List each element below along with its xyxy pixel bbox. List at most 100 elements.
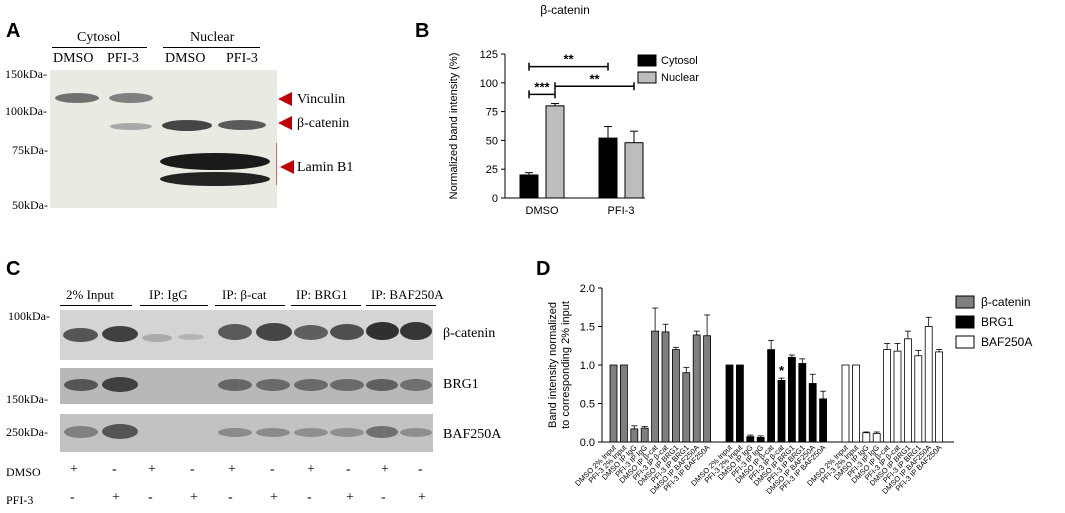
blot-band (102, 377, 138, 392)
group-label-nuclear: Nuclear (190, 30, 235, 45)
column-underline (366, 305, 436, 306)
bar (819, 398, 828, 443)
column-label: 2% Input (66, 287, 115, 302)
bar (924, 326, 933, 443)
panel-d-letter: D (536, 258, 551, 280)
bar (883, 349, 892, 443)
blot-band (256, 379, 290, 391)
y-tick-label: 25 (486, 164, 498, 176)
column-underline (215, 305, 285, 306)
bar (893, 350, 902, 443)
treatment-sign: - (346, 462, 351, 477)
blot-brg1 (60, 368, 433, 404)
bar (598, 137, 618, 199)
bar (545, 105, 565, 199)
treatment-sign: + (270, 490, 278, 505)
treatment-sign: + (190, 490, 198, 505)
legend-swatch (955, 295, 975, 309)
significance-label: ** (589, 71, 600, 86)
column-underline (60, 305, 132, 306)
bar (671, 349, 680, 443)
bar (703, 335, 712, 443)
beta-catenin-band (110, 123, 152, 130)
arrow-icon (278, 92, 292, 106)
blot-band (294, 428, 328, 437)
marker-label: 150kDa- (6, 392, 48, 406)
y-tick-label: 0 (492, 193, 498, 205)
treatment-label-pfi3: PFI-3 (6, 493, 34, 507)
marker-label: 75kDa- (12, 143, 48, 157)
treatment-sign: - (228, 490, 233, 505)
bar (682, 372, 691, 443)
blot-band (366, 426, 398, 438)
significance-label: * (779, 363, 785, 378)
treatment-sign: - (381, 490, 386, 505)
marker-label: 100kDa- (5, 104, 47, 118)
row-label: BAF250A (443, 427, 502, 442)
treatment-sign: - (307, 490, 312, 505)
legend-swatch (637, 71, 657, 84)
blot-band (330, 379, 364, 391)
blot-band (366, 322, 399, 340)
bar (609, 364, 618, 443)
western-blot-a (50, 70, 277, 208)
legend-label: Nuclear (661, 72, 699, 84)
marker-label: 250kDa- (6, 425, 48, 439)
bar (862, 432, 871, 443)
lane-label: PFI-3 (226, 51, 258, 66)
cytosol-underline (52, 47, 147, 48)
blot-band (64, 426, 98, 438)
bar (651, 330, 659, 443)
marker-label: 150kDa- (5, 67, 47, 81)
bar (661, 331, 670, 443)
column-label: IP: β-cat (222, 287, 267, 302)
bar (624, 142, 644, 199)
y-axis-label: Normalized band intensity (%) (448, 53, 460, 200)
column-label: IP: IgG (149, 287, 188, 302)
bar (620, 364, 628, 443)
chart-title: β-catenin (540, 3, 590, 17)
blot-band (218, 428, 252, 437)
legend-swatch (955, 315, 975, 329)
bar (851, 364, 860, 443)
bar (756, 436, 765, 443)
bar (519, 174, 539, 199)
blot-band (256, 428, 290, 437)
blot-beta-catenin (60, 310, 433, 360)
group-label-cytosol: Cytosol (77, 30, 121, 45)
bar (935, 351, 944, 443)
column-underline (291, 305, 361, 306)
blot-band (400, 379, 432, 391)
blot-baf250a (60, 414, 433, 452)
bar (735, 364, 744, 443)
lane-label: PFI-3 (107, 51, 139, 66)
lamin-b1-band-upper (160, 153, 270, 170)
treatment-sign: + (70, 462, 78, 477)
legend-label: BAF250A (981, 335, 1032, 349)
y-tick-label: 1.0 (580, 360, 595, 372)
y-tick-label: 1.5 (580, 322, 595, 334)
y-tick-label: 0.0 (580, 437, 595, 449)
panel-a-letter: A (6, 20, 21, 42)
bar (872, 433, 881, 443)
treatment-sign: + (307, 462, 315, 477)
treatment-sign: + (148, 462, 156, 477)
bar-chart-d: 0.0 0.5 1.0 1.5 2.0 Band intensity normalized… (547, 283, 1032, 496)
y-tick-label: 75 (486, 107, 498, 119)
blot-band (256, 323, 292, 341)
treatment-sign: + (418, 490, 426, 505)
blot-band (102, 326, 138, 342)
x-tick-label: DMSO (526, 205, 559, 217)
bar (725, 364, 734, 443)
panel-b-letter: B (415, 20, 430, 42)
legend-label: Cytosol (661, 55, 698, 67)
y-tick-label: 100 (480, 78, 498, 90)
blot-band (102, 424, 138, 439)
band-label-vinculin: Vinculin (297, 92, 346, 107)
bar (798, 363, 807, 443)
treatment-label-dmso: DMSO (6, 465, 41, 479)
treatment-sign: - (148, 490, 153, 505)
treatment-sign: - (70, 490, 75, 505)
blot-band (142, 334, 172, 342)
lamin-b1-band-lower (160, 172, 270, 186)
